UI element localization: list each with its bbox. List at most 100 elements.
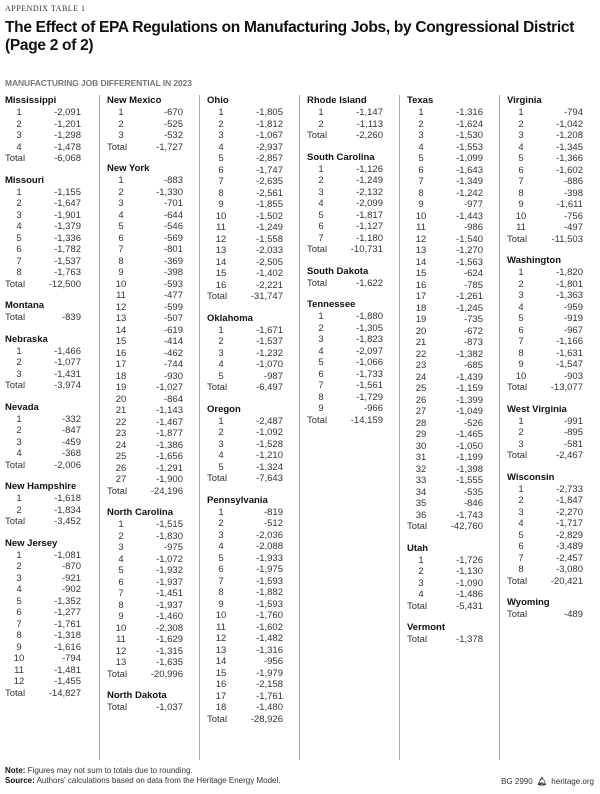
district-row: 6 -967 <box>507 325 596 337</box>
district-value: -1,932 <box>156 565 183 576</box>
district-row: 7 -1,593 <box>207 576 295 588</box>
district-value: -2,221 <box>256 279 283 291</box>
district-number: 6 <box>118 232 124 244</box>
district-number: 12 <box>215 633 227 644</box>
total-label: Total <box>207 291 228 302</box>
state-block: South Carolina 1 -1,126 2 -1,249 3 -2,132 4 -2,0… <box>307 152 395 256</box>
district-value: -1,399 <box>456 394 483 406</box>
district-value: -1,270 <box>456 245 483 256</box>
district-number: 4 <box>16 221 22 232</box>
district-number: 10 <box>415 210 427 222</box>
district-value: -895 <box>563 427 583 438</box>
district-row: 8 -369 <box>107 256 195 268</box>
total-row: Total -1,378 <box>407 634 495 646</box>
district-row: 5 -1,336 <box>5 233 95 245</box>
state-block: Ohio 1 -1,805 2 -1,812 3 -1,067 4 -2,937 5 -2,857 6… <box>207 95 295 303</box>
brand: BG 2990 🔔︎ heritage.org <box>501 777 594 786</box>
district-value: -1,386 <box>156 439 183 451</box>
district-row: 3 -975 <box>107 542 195 554</box>
district-row: 22 -1,382 <box>407 349 495 361</box>
district-number: 1 <box>518 483 524 495</box>
district-value: -1,671 <box>256 324 283 336</box>
district-row: 24 -1,386 <box>107 440 195 452</box>
district-value: -1,180 <box>356 232 383 244</box>
district-row: 2 -895 <box>507 427 596 439</box>
district-number: 2 <box>318 118 324 130</box>
district-number: 7 <box>518 552 524 564</box>
district-value: -1,624 <box>456 118 483 130</box>
table-subtitle: MANUFACTURING JOB DIFFERENTIAL IN 2023 <box>5 78 192 88</box>
district-number: 1 <box>518 415 524 427</box>
district-row: 11 -1,249 <box>207 222 295 234</box>
total-row: Total -31,747 <box>207 291 295 303</box>
district-row: 4 -2,088 <box>207 541 295 553</box>
district-row: 3 -1,528 <box>207 439 295 451</box>
district-value: -1,316 <box>256 644 283 656</box>
state-name: Rhode Island <box>307 95 367 106</box>
district-number: 26 <box>115 462 127 474</box>
district-number: 7 <box>518 336 524 347</box>
district-value: -1,460 <box>156 611 183 622</box>
district-value: -369 <box>163 255 183 267</box>
district-number: 10 <box>515 210 527 222</box>
state-name: New Hampshire <box>5 481 77 492</box>
district-number: 14 <box>215 656 227 667</box>
district-row: 3 -921 <box>5 573 95 585</box>
district-number: 4 <box>118 209 124 221</box>
district-number: 4 <box>418 589 424 600</box>
district-value: -886 <box>563 176 583 187</box>
district-value: -902 <box>61 584 81 595</box>
note-text: Figures may not sum to totals due to rou… <box>25 766 193 775</box>
district-row: 9 -1,855 <box>207 199 295 211</box>
district-number: 3 <box>218 529 224 541</box>
district-row: 5 -1,366 <box>507 153 596 165</box>
district-value: -1,812 <box>256 118 283 130</box>
district-row: 12 -1,482 <box>207 633 295 645</box>
state-block: New Hampshire 1 -1,618 2 -1,834 Total -3,452 <box>5 481 95 528</box>
district-row: 9 -977 <box>407 199 495 211</box>
district-value: -1,482 <box>256 633 283 644</box>
district-number: 27 <box>415 406 427 417</box>
state-block: Oregon 1 -2,487 2 -1,092 3 -1,528 4 -1,210 5 -1,32… <box>207 404 295 485</box>
district-value: -1,547 <box>556 359 583 370</box>
district-value: -794 <box>61 653 81 664</box>
district-value: -1,747 <box>256 164 283 176</box>
total-row: Total -11,503 <box>507 234 596 246</box>
district-value: -1,261 <box>456 291 483 302</box>
state-block: Virginia 1 -794 2 -1,042 3 -1,208 4 -1,345 5 -1,36… <box>507 95 596 245</box>
district-row: 10 -593 <box>107 279 195 291</box>
district-value: -1,478 <box>54 141 81 153</box>
district-number: 7 <box>218 575 224 587</box>
district-number: 4 <box>518 518 524 529</box>
district-value: -2,091 <box>54 107 81 118</box>
district-number: 20 <box>415 325 427 337</box>
total-value: -1,037 <box>156 702 183 713</box>
district-row: 2 -1,537 <box>207 336 295 348</box>
total-value: -20,421 <box>550 575 583 587</box>
total-row: Total -839 <box>5 312 95 324</box>
table-column: Virginia 1 -794 2 -1,042 3 -1,208 4 -1,345 5 -1,36… <box>500 95 600 760</box>
total-label: Total <box>507 609 528 620</box>
district-number: 21 <box>115 405 127 416</box>
district-value: -1,249 <box>356 175 383 186</box>
state-block: North Dakota Total -1,037 <box>107 690 195 714</box>
district-number: 2 <box>16 357 22 368</box>
district-value: -1,316 <box>456 107 483 118</box>
total-value: -7,643 <box>256 473 283 484</box>
district-value: -1,113 <box>356 118 383 130</box>
district-row: 3 -1,208 <box>507 130 596 142</box>
district-number: 3 <box>16 130 22 141</box>
state-block: Mississippi 1 -2,091 2 -1,201 3 -1,298 4 -1,478 T… <box>5 95 95 165</box>
district-number: 8 <box>118 599 124 611</box>
district-number: 3 <box>518 290 524 301</box>
district-row: 11 -1,481 <box>5 665 95 677</box>
district-number: 9 <box>118 267 124 278</box>
total-value: -3,452 <box>54 516 81 527</box>
district-row: 34 -535 <box>407 487 495 499</box>
state-block: Texas 1 -1,316 2 -1,624 3 -1,530 4 -1,553 5 -1,099… <box>407 95 495 533</box>
total-row: Total -1,622 <box>307 278 395 290</box>
district-number: 3 <box>16 209 22 221</box>
district-number: 6 <box>418 164 424 176</box>
district-number: 5 <box>318 209 324 221</box>
district-value: -1,743 <box>456 509 483 521</box>
